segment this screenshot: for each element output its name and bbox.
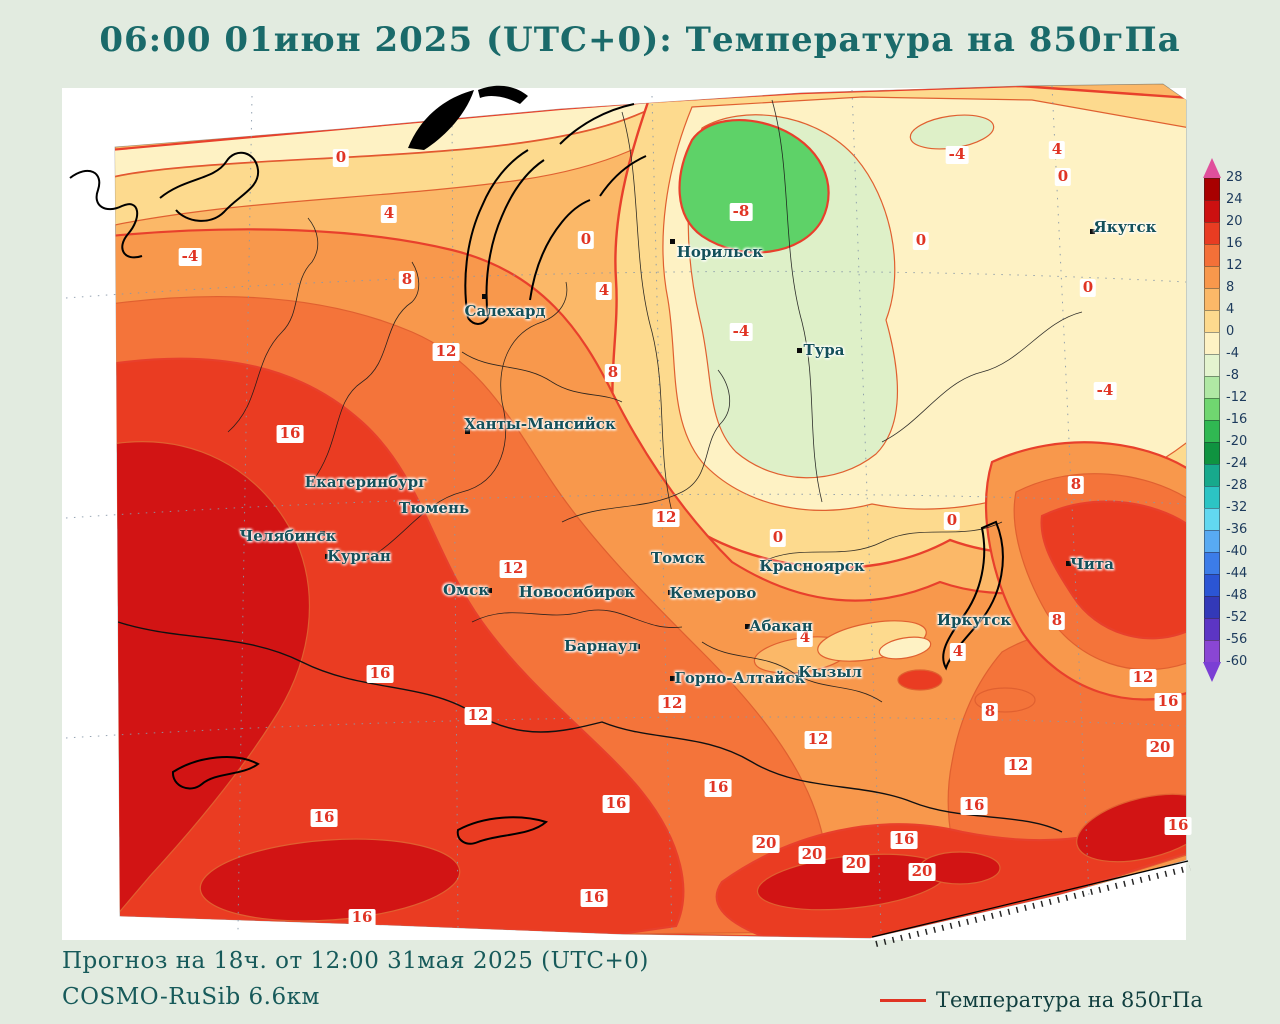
band-minus12-minus8 xyxy=(678,119,830,254)
colorbar-value: 28 xyxy=(1226,170,1243,185)
colorbar-value: 16 xyxy=(1226,236,1243,251)
domain-boundary-hatch xyxy=(875,865,1191,947)
colorbar-value: -48 xyxy=(1226,588,1248,603)
colorbar-value: 24 xyxy=(1226,192,1243,207)
colorbar-value: -12 xyxy=(1226,390,1248,405)
colorbar-value: -4 xyxy=(1226,346,1239,361)
colorbar-cell xyxy=(1204,442,1220,465)
colorbar-value: -52 xyxy=(1226,610,1248,625)
colorbar-value: -16 xyxy=(1226,412,1248,427)
legend-label: Температура на 850гПа xyxy=(936,988,1203,1012)
colorbar-cell xyxy=(1204,288,1220,311)
band-20-24 xyxy=(1076,793,1186,863)
colorbar-arrow-down xyxy=(1203,662,1221,682)
graticule xyxy=(65,85,1187,935)
colorbar-cell xyxy=(1204,530,1220,553)
colorbar-arrow-up xyxy=(1203,158,1221,178)
colorbar-cell xyxy=(1204,266,1220,289)
colorbar-cell xyxy=(1204,420,1220,443)
colorbar-cell xyxy=(1204,464,1220,487)
colorbar-cell xyxy=(1204,640,1220,663)
colorbar-cell xyxy=(1204,310,1220,333)
model-info: COSMO-RuSib 6.6км xyxy=(62,984,320,1010)
region-borders xyxy=(227,99,1083,703)
colorbar-cell xyxy=(1204,508,1220,531)
band-16-20 xyxy=(1040,500,1186,640)
country-border xyxy=(117,621,1063,833)
temperature-colorbar: 28 24 20 16 12 8 4 0 -4 -8 -12 -16 -20 -24 -28 -32 -36 -4… xyxy=(1203,0,1280,1024)
colorbar-value: -8 xyxy=(1226,368,1239,383)
colorbar-value: -36 xyxy=(1226,522,1248,537)
legend-line-sample xyxy=(880,998,926,1002)
coastline xyxy=(69,103,1004,845)
colorbar-value: -44 xyxy=(1226,566,1248,581)
colorbar-value: 12 xyxy=(1226,258,1243,273)
colorbar-cell xyxy=(1204,178,1220,201)
band-20-24 xyxy=(919,851,1001,885)
band-20-24 xyxy=(199,838,461,922)
domain-boundary-line xyxy=(871,860,1189,938)
map-legend: Температура на 850гПа xyxy=(880,988,1203,1012)
colorbar-cell xyxy=(1204,332,1220,355)
colorbar-value: -40 xyxy=(1226,544,1248,559)
temperature-bands xyxy=(115,84,1186,938)
colorbar-value: -60 xyxy=(1226,654,1248,669)
colorbar-cell xyxy=(1204,596,1220,619)
colorbar-value: -56 xyxy=(1226,632,1248,647)
band-minus4-0 xyxy=(878,636,932,660)
forecast-info: Прогноз на 18ч. от 12:00 31мая 2025 (UTC… xyxy=(62,948,649,974)
colorbar-cell xyxy=(1204,376,1220,399)
colorbar-value: -32 xyxy=(1226,500,1248,515)
colorbar-value: -24 xyxy=(1226,456,1248,471)
colorbar-value: 0 xyxy=(1226,324,1235,339)
band-16-20 xyxy=(897,669,943,691)
colorbar-cell xyxy=(1204,574,1220,597)
island xyxy=(408,85,528,150)
colorbar-cell xyxy=(1204,486,1220,509)
colorbar-value: 8 xyxy=(1226,280,1235,295)
colorbar-value: 4 xyxy=(1226,302,1235,317)
colorbar-value: 20 xyxy=(1226,214,1243,229)
page-title: 06:00 01июн 2025 (UTC+0): Температура на… xyxy=(99,20,1181,60)
colorbar-value: -28 xyxy=(1226,478,1248,493)
colorbar-cell xyxy=(1204,222,1220,245)
colorbar-cell xyxy=(1204,354,1220,377)
band-20-24 xyxy=(115,441,311,918)
colorbar-cell xyxy=(1204,618,1220,641)
colorbar-cell xyxy=(1204,398,1220,421)
band-12-16 xyxy=(974,687,1036,713)
colorbar-cell xyxy=(1204,200,1220,223)
colorbar-cell xyxy=(1204,244,1220,267)
colorbar-value: -20 xyxy=(1226,434,1248,449)
colorbar-cell xyxy=(1204,552,1220,575)
